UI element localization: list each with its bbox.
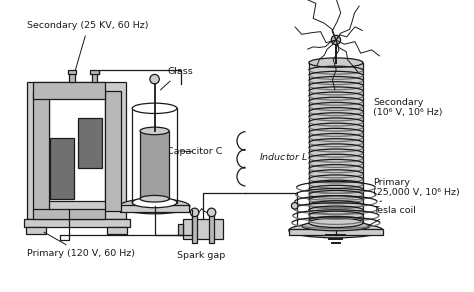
Circle shape [191,208,199,217]
Ellipse shape [309,58,363,67]
Text: Secondary
(10⁶ V, 10⁶ Hz): Secondary (10⁶ V, 10⁶ Hz) [374,98,443,117]
Bar [92,72,97,82]
Ellipse shape [289,223,383,238]
Text: Spark gap: Spark gap [177,251,225,260]
Text: Primary (120 V, 60 Hz): Primary (120 V, 60 Hz) [27,232,136,258]
Bar [91,70,99,74]
Bar [108,227,127,234]
Ellipse shape [132,197,177,208]
Bar [27,227,46,234]
Bar [120,205,189,212]
Ellipse shape [119,199,190,214]
Ellipse shape [302,221,370,231]
Bar [309,63,363,223]
Bar [68,70,76,74]
Bar [33,91,49,211]
Ellipse shape [140,195,169,202]
Ellipse shape [132,103,177,114]
Circle shape [292,203,298,209]
Bar [183,219,223,239]
Circle shape [207,208,216,217]
Bar [33,82,105,99]
Text: Secondary (25 KV, 60 Hz): Secondary (25 KV, 60 Hz) [27,21,149,71]
Bar [49,91,105,201]
Text: Glass: Glass [160,67,193,90]
Bar [69,72,74,82]
Bar [50,138,74,199]
Text: Primary
(25,000 V, 10⁶ Hz): Primary (25,000 V, 10⁶ Hz) [374,178,460,201]
Bar [178,224,183,235]
Bar [289,229,383,235]
Bar [33,209,105,219]
Text: Tesla coil: Tesla coil [368,206,416,226]
Bar [105,91,121,211]
Bar [192,214,197,243]
Text: Capacitor C: Capacitor C [167,147,223,157]
Bar [24,218,130,227]
Bar [27,82,127,219]
Bar [140,131,169,199]
Circle shape [150,74,159,84]
Text: Inductor $L$: Inductor $L$ [259,151,308,162]
Bar [209,214,214,243]
Circle shape [331,35,341,45]
Ellipse shape [309,218,363,227]
Ellipse shape [140,127,169,135]
Bar [78,118,102,168]
